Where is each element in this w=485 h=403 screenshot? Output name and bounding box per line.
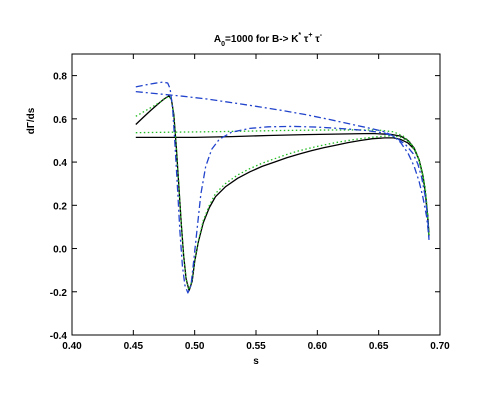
title-base: A	[214, 34, 221, 45]
title-sup3: -	[320, 32, 323, 39]
y-axis-label: dΓ/ds	[26, 107, 37, 134]
series-line-3	[135, 95, 430, 291]
y-tick-label: 0.6	[53, 115, 67, 126]
title-sup2: +	[308, 32, 312, 39]
y-tick-label: -0.4	[50, 331, 68, 342]
x-tick-label: 0.60	[308, 341, 328, 352]
x-tick-label: 0.65	[369, 341, 389, 352]
series-line-1	[135, 95, 430, 292]
title-middle: =1000 for B-> K	[225, 34, 299, 45]
title-tau1: τ	[301, 34, 309, 45]
plot-frame	[71, 53, 441, 336]
y-tick-label: -0.2	[50, 288, 68, 299]
chart-title: A0=1000 for B-> K* τ+ τ-	[214, 32, 323, 48]
x-tick-label: 0.40	[62, 341, 82, 352]
y-tick-label: 0.4	[53, 158, 67, 169]
y-tick-label: 0.2	[53, 201, 67, 212]
title-sup1: *	[298, 32, 301, 39]
x-tick-label: 0.55	[246, 341, 266, 352]
title-sub: 0	[221, 41, 225, 48]
series-line-4	[135, 129, 430, 236]
x-tick-label: 0.45	[124, 341, 144, 352]
series-line-6	[135, 90, 430, 238]
x-axis-label: s	[253, 356, 259, 367]
title-tau2: τ	[313, 34, 321, 45]
y-tick-label: 0.0	[53, 245, 67, 256]
y-tick-label: 0.8	[53, 72, 67, 83]
x-tick-label: 0.50	[185, 341, 205, 352]
x-tick-label: 0.70	[430, 341, 450, 352]
series-line-5	[135, 81, 430, 294]
